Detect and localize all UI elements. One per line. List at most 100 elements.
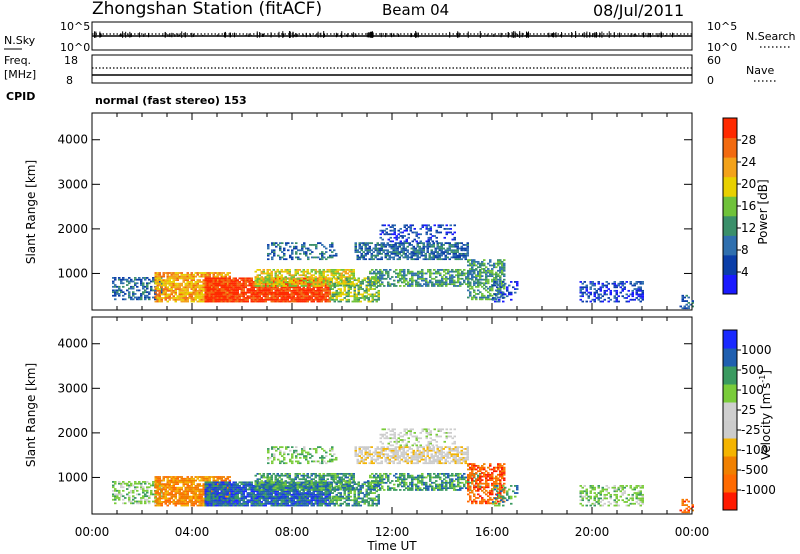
power-cell: [347, 286, 350, 289]
velocity-cell: [198, 499, 201, 502]
colorbar-swatch: [723, 118, 737, 139]
power-cell: [615, 300, 618, 303]
power-cell: [456, 242, 459, 245]
velocity-cell: [260, 493, 263, 496]
velocity-cell: [252, 499, 255, 502]
velocity-cell: [130, 484, 133, 487]
velocity-cell: [214, 488, 217, 491]
velocity-cell: [236, 483, 239, 486]
power-cell: [591, 298, 594, 301]
power-cell: [250, 300, 253, 303]
power-cell: [581, 300, 584, 303]
velocity-cell: [230, 495, 233, 498]
power-cell: [146, 291, 149, 294]
power-cell: [306, 288, 309, 290]
velocity-cell: [262, 495, 265, 498]
velocity-cell: [140, 497, 143, 499]
power-cell: [238, 288, 241, 290]
velocity-cell: [184, 502, 187, 505]
power-cell: [142, 284, 145, 286]
velocity-cell: [220, 483, 223, 486]
power-cell: [377, 277, 380, 280]
power-cell: [683, 307, 686, 310]
power-cell: [454, 244, 457, 246]
power-cell: [182, 295, 185, 298]
power-cell: [194, 295, 197, 298]
power-cell: [487, 287, 490, 290]
power-cell: [318, 300, 321, 303]
power-cell: [178, 275, 181, 278]
velocity-cell: [260, 490, 263, 493]
power-cell: [206, 273, 209, 276]
velocity-cell: [238, 492, 241, 494]
power-cell: [304, 276, 307, 278]
power-cell: [462, 256, 465, 259]
velocity-cell: [204, 488, 207, 491]
power-cell: [487, 296, 490, 299]
power-cell: [142, 293, 145, 295]
power-cell: [451, 233, 454, 236]
power-cell: [174, 284, 177, 287]
velocity-cell: [208, 481, 211, 484]
power-cell: [304, 291, 307, 294]
power-cell: [376, 242, 379, 245]
power-cell: [206, 300, 209, 303]
power-cell: [383, 229, 386, 232]
power-cell: [333, 249, 336, 252]
power-cell: [425, 272, 428, 275]
power-cell: [244, 279, 247, 282]
power-cell: [142, 291, 145, 294]
velocity-cell: [202, 476, 205, 478]
velocity-cell: [208, 493, 211, 496]
power-cell: [455, 285, 458, 287]
power-cell: [339, 295, 342, 298]
power-cell: [394, 252, 397, 255]
power-cell: [274, 283, 277, 286]
velocity-cell: [218, 481, 221, 484]
velocity-cell: [240, 483, 243, 486]
power-cell: [176, 286, 179, 289]
velocity-cell: [186, 493, 189, 496]
velocity-cell: [222, 483, 225, 486]
power-cell: [411, 270, 414, 273]
power-cell: [252, 297, 255, 299]
power-cell: [357, 291, 360, 294]
velocity-cell: [252, 490, 255, 493]
velocity-cell: [190, 485, 193, 487]
power-cell: [302, 291, 305, 294]
velocity-cell: [170, 476, 173, 478]
power-cell: [308, 277, 311, 280]
power-cell: [156, 281, 159, 283]
power-cell: [414, 251, 417, 253]
power-cell: [314, 279, 317, 282]
power-cell: [637, 298, 640, 301]
power-cell: [462, 252, 465, 255]
power-cell: [242, 293, 245, 296]
power-cell: [302, 277, 305, 280]
power-cell: [271, 251, 274, 253]
velocity-cell: [248, 485, 251, 487]
power-cell: [501, 269, 504, 272]
velocity-cell: [228, 481, 231, 484]
power-cell: [202, 272, 205, 274]
power-cell: [635, 297, 638, 299]
power-cell: [389, 277, 392, 280]
power-cell: [218, 273, 221, 276]
velocity-cell: [230, 499, 233, 502]
power-cell: [615, 291, 618, 294]
power-cell: [294, 279, 297, 282]
power-cell: [232, 279, 235, 282]
power-cell: [202, 293, 205, 296]
velocity-cell: [226, 483, 229, 486]
power-cell: [320, 283, 323, 286]
power-cell: [365, 295, 368, 298]
velocity-cell: [244, 501, 247, 503]
power-cell: [353, 289, 356, 292]
power-cell: [410, 247, 413, 250]
power-cell: [220, 272, 223, 274]
power-cell: [446, 256, 449, 259]
velocity-cell: [138, 502, 141, 505]
power-cell: [222, 279, 225, 282]
velocity-cell: [168, 485, 171, 487]
velocity-cell: [220, 501, 223, 503]
